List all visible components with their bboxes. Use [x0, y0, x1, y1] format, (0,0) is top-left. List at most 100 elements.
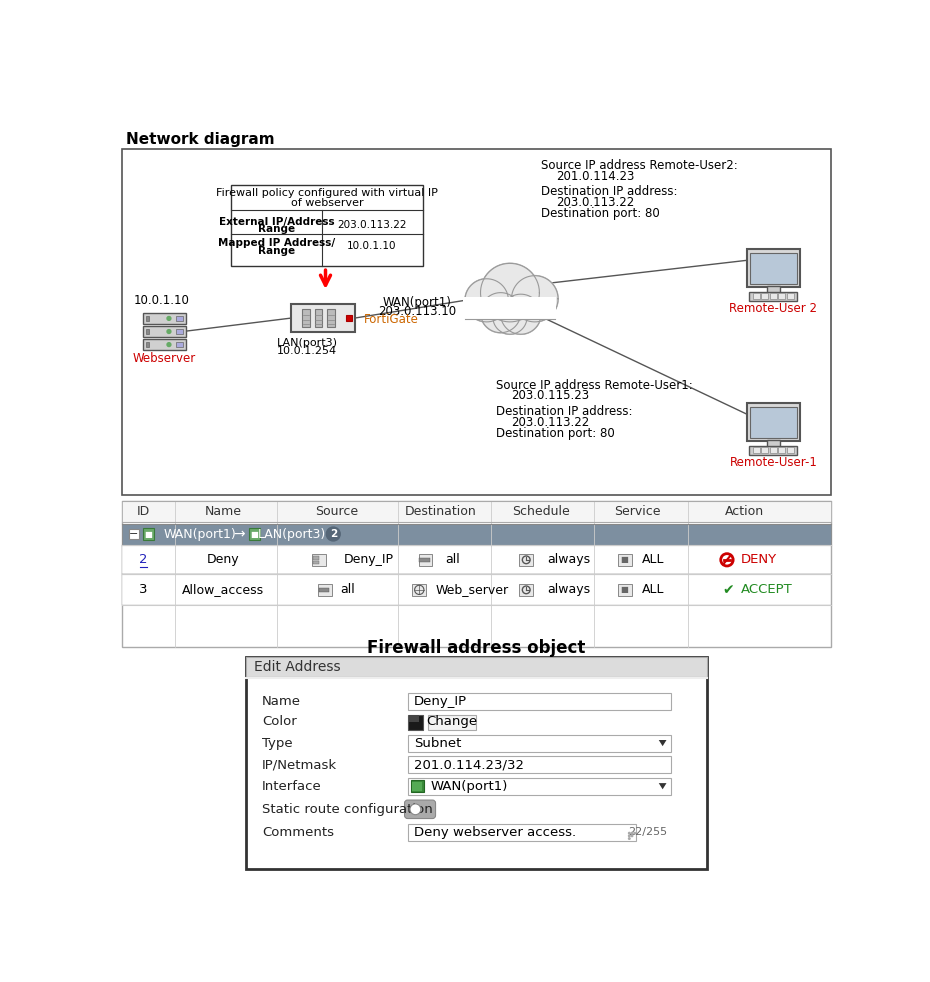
Text: LAN(port3): LAN(port3): [276, 338, 338, 348]
Bar: [778, 294, 785, 299]
Text: Destination port: 80: Destination port: 80: [496, 427, 615, 440]
Text: 10.0.1.254: 10.0.1.254: [277, 346, 337, 356]
Bar: [407, 693, 671, 710]
Bar: [412, 782, 422, 791]
Bar: [407, 824, 636, 841]
Text: Name: Name: [205, 505, 242, 518]
Bar: [770, 448, 777, 453]
Bar: [409, 715, 418, 723]
Text: ■: ■: [620, 555, 629, 565]
Text: Destination: Destination: [405, 505, 476, 518]
Circle shape: [629, 835, 630, 837]
Text: ACCEPT: ACCEPT: [741, 583, 792, 596]
Text: Deny webserver access.: Deny webserver access.: [414, 826, 576, 839]
Bar: [291, 304, 355, 332]
Bar: [302, 308, 310, 327]
Text: Range: Range: [259, 225, 295, 235]
Text: Deny_IP: Deny_IP: [343, 553, 393, 567]
Bar: [346, 315, 352, 321]
Bar: [142, 339, 186, 351]
Text: 203.0.113.10: 203.0.113.10: [378, 305, 456, 318]
Bar: [123, 523, 830, 545]
Text: Remote-User 2: Remote-User 2: [729, 302, 817, 315]
Bar: [146, 329, 149, 334]
Text: 22/255: 22/255: [628, 828, 667, 838]
Text: Firewall policy configured with virtual IP: Firewall policy configured with virtual …: [216, 188, 438, 197]
Bar: [787, 294, 793, 299]
Text: 203.0.113.22: 203.0.113.22: [512, 416, 590, 429]
Bar: [407, 715, 423, 730]
Text: DENY: DENY: [741, 553, 777, 567]
Bar: [231, 185, 423, 266]
Bar: [747, 248, 800, 288]
Bar: [411, 780, 424, 792]
Bar: [246, 657, 707, 869]
Bar: [318, 583, 332, 596]
Text: Comments: Comments: [262, 826, 334, 839]
Bar: [146, 342, 149, 348]
Bar: [246, 657, 707, 677]
Text: Subnet: Subnet: [414, 736, 461, 749]
Text: IP/Netmask: IP/Netmask: [262, 758, 337, 771]
Bar: [519, 583, 533, 596]
Text: always: always: [547, 553, 591, 567]
Circle shape: [512, 276, 557, 321]
Text: Web_server: Web_server: [435, 583, 509, 596]
Text: Type: Type: [262, 736, 293, 749]
Bar: [761, 294, 768, 299]
Bar: [142, 528, 154, 540]
Bar: [428, 715, 476, 730]
Text: Source IP address Remote-User2:: Source IP address Remote-User2:: [541, 159, 737, 172]
Bar: [761, 448, 768, 453]
Circle shape: [634, 833, 635, 834]
Text: Firewall address object: Firewall address object: [367, 639, 586, 657]
Text: ■: ■: [620, 585, 629, 594]
Bar: [407, 778, 671, 794]
Bar: [318, 587, 329, 592]
Circle shape: [481, 263, 539, 322]
Circle shape: [629, 833, 630, 834]
Bar: [418, 554, 432, 566]
Bar: [618, 583, 631, 596]
Circle shape: [629, 838, 630, 840]
Bar: [618, 554, 631, 566]
Text: LAN(port3): LAN(port3): [258, 527, 326, 540]
Bar: [465, 296, 555, 319]
Bar: [312, 554, 326, 566]
Text: Interface: Interface: [262, 780, 322, 792]
Text: ■: ■: [144, 529, 152, 538]
Bar: [176, 342, 183, 348]
Circle shape: [465, 279, 508, 321]
Circle shape: [481, 293, 521, 332]
Circle shape: [501, 295, 540, 334]
Text: Destination IP address:: Destination IP address:: [541, 186, 677, 198]
Bar: [123, 545, 830, 574]
Circle shape: [512, 276, 558, 322]
Circle shape: [631, 835, 632, 837]
Bar: [767, 286, 779, 294]
Bar: [313, 561, 319, 565]
Text: WAN(port1): WAN(port1): [164, 527, 236, 540]
Text: FortiGate: FortiGate: [365, 313, 419, 326]
Text: Source IP address Remote-User1:: Source IP address Remote-User1:: [496, 378, 693, 392]
Text: Color: Color: [262, 715, 297, 728]
Bar: [747, 403, 800, 441]
Bar: [146, 316, 149, 321]
Bar: [407, 756, 671, 773]
Circle shape: [167, 343, 171, 347]
Bar: [463, 298, 556, 320]
Text: ID: ID: [137, 505, 150, 518]
Text: Edit Address: Edit Address: [254, 660, 340, 674]
Text: 10.0.1.10: 10.0.1.10: [347, 242, 397, 251]
Text: Schedule: Schedule: [512, 505, 570, 518]
Bar: [248, 528, 260, 540]
Bar: [751, 253, 797, 284]
Text: 2: 2: [329, 529, 337, 539]
Text: Destination IP address:: Destination IP address:: [496, 406, 632, 418]
Text: WAN(port1): WAN(port1): [431, 780, 509, 792]
Text: ✔: ✔: [723, 583, 735, 597]
Text: 203.0.113.22: 203.0.113.22: [338, 220, 406, 230]
Bar: [123, 501, 830, 522]
Text: Source: Source: [315, 505, 359, 518]
Text: 2: 2: [140, 553, 148, 567]
